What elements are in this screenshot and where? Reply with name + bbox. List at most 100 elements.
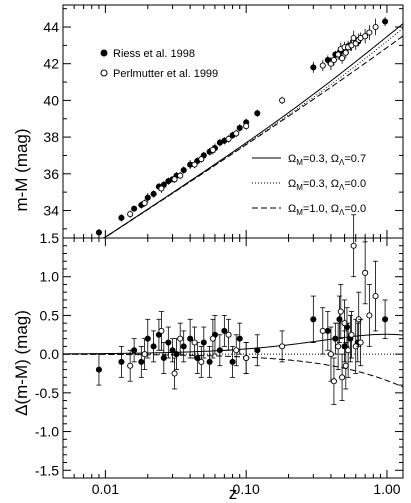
- legend-model-dotted: ΩM=0.3, ΩΛ=0.0: [288, 178, 366, 192]
- perlmutter-residual-point: [357, 339, 364, 346]
- riess-point: [95, 229, 102, 236]
- riess-residual-point: [324, 327, 331, 334]
- top-panel-plot: 34 36 38 40 42 44: [43, 4, 404, 478]
- bottom-y-tick-label: 0.5: [40, 307, 60, 323]
- riess-residual-point: [169, 347, 176, 354]
- riess-point: [382, 18, 389, 25]
- perlmutter-point: [158, 185, 165, 192]
- riess-point: [254, 110, 261, 117]
- bottom-y-tick-label: -1.0: [35, 424, 59, 440]
- perlmutter-point: [366, 29, 373, 36]
- top-y-axis-label: m-M (mag): [12, 128, 31, 211]
- riess-point: [310, 64, 317, 71]
- legend-label-perlmutter: Perlmutter et al. 1999: [113, 68, 218, 80]
- riess-point: [180, 167, 187, 174]
- riess-residual-point: [138, 358, 145, 365]
- riess-point: [118, 214, 125, 221]
- perlmutter-residual-point: [350, 242, 357, 249]
- perlmutter-residual-point: [158, 327, 165, 334]
- riess-residual-point: [216, 347, 223, 354]
- perlmutter-point: [233, 130, 240, 137]
- top-y-tick-label: 44: [43, 19, 59, 35]
- riess-residual-point: [165, 339, 172, 346]
- x-tick-label: 1.00: [373, 481, 400, 497]
- legend-model-solid: ΩM=0.3, ΩΛ=0.7: [288, 153, 366, 167]
- perlmutter-point: [342, 49, 349, 56]
- bottom-y-tick-label: 0.0: [40, 346, 60, 362]
- riess-residual-point: [229, 358, 236, 365]
- legend-marker-filled: [100, 49, 108, 57]
- perlmutter-point: [177, 172, 184, 179]
- legend-label-riess: Riess et al. 1998: [113, 48, 195, 60]
- perlmutter-residual-point: [191, 339, 198, 346]
- perlmutter-point: [319, 62, 326, 69]
- legend-marker-open: [100, 69, 108, 77]
- top-y-tick-label: 40: [43, 92, 59, 108]
- riess-point: [236, 124, 243, 131]
- perlmutter-point: [362, 33, 369, 40]
- x-tick-label: 0.10: [233, 481, 260, 497]
- perlmutter-residual-point: [366, 312, 373, 319]
- perlmutter-residual-point: [225, 331, 232, 338]
- perlmutter-residual-point: [337, 308, 344, 315]
- model-curve-dotted: [63, 27, 404, 239]
- bottom-y-tick-label: 1.0: [40, 269, 60, 285]
- perlmutter-point: [171, 176, 178, 183]
- perlmutter-residual-point: [233, 347, 240, 354]
- model-legend: ΩM=0.3, ΩΛ=0.7 ΩM=0.3, ΩΛ=0.0 ΩM=1.0, ΩΛ…: [252, 153, 366, 217]
- perlmutter-point: [330, 56, 337, 64]
- riess-residual-point: [180, 343, 187, 350]
- top-y-tick-label: 38: [43, 129, 59, 145]
- perlmutter-residual-point: [335, 343, 342, 350]
- perlmutter-point: [372, 23, 379, 31]
- perlmutter-residual-point: [342, 362, 349, 369]
- perlmutter-residual-point: [243, 354, 250, 362]
- riess-point: [150, 190, 157, 198]
- riess-residual-point: [236, 335, 243, 342]
- riess-residual-point: [95, 366, 102, 373]
- x-axis-label: z: [229, 484, 238, 503]
- riess-point: [144, 194, 151, 201]
- perlmutter-residual-point: [198, 358, 205, 365]
- riess-point: [131, 205, 138, 212]
- data-legend: Riess et al. 1998 Perlmutter et al. 1999: [100, 48, 218, 80]
- bottom-y-axis-label: Δ(m-M) (mag): [12, 310, 31, 416]
- riess-residual-point: [332, 335, 339, 342]
- bottom-y-tick-label: -1.5: [35, 462, 59, 478]
- perlmutter-residual-point: [330, 378, 337, 385]
- riess-residual-point: [118, 358, 125, 365]
- perlmutter-point: [127, 211, 134, 218]
- perlmutter-residual-point: [327, 351, 334, 358]
- riess-residual-point: [150, 343, 157, 350]
- perlmutter-point: [209, 146, 216, 153]
- bottom-y-tick-label: 1.5: [40, 230, 60, 246]
- perlmutter-point: [191, 161, 198, 168]
- perlmutter-point: [198, 156, 205, 163]
- residual-curve-solid: [62, 333, 404, 355]
- perlmutter-residual-point: [339, 374, 346, 381]
- perlmutter-residual-point: [345, 347, 352, 354]
- riess-residual-point: [221, 327, 228, 334]
- perlmutter-residual-point: [141, 351, 148, 358]
- top-y-tick-label: 36: [43, 166, 59, 182]
- perlmutter-point: [225, 135, 232, 142]
- perlmutter-point: [279, 97, 286, 104]
- riess-residual-point: [200, 339, 207, 346]
- bottom-plot-frame: [62, 237, 404, 479]
- perlmutter-residual-point: [348, 331, 355, 338]
- perlmutter-residual-point: [171, 370, 178, 377]
- top-y-tick-label: 34: [43, 202, 59, 218]
- riess-residual-point: [187, 335, 194, 342]
- riess-residual-point: [382, 316, 389, 323]
- riess-residual-point: [160, 354, 167, 362]
- riess-residual-point: [206, 358, 213, 365]
- perlmutter-residual-point: [177, 335, 184, 342]
- legend-model-dashed: ΩM=1.0, ΩΛ=0.0: [288, 203, 366, 217]
- riess-residual-point: [336, 316, 343, 323]
- bottom-y-tick-label: -0.5: [35, 385, 59, 401]
- perlmutter-residual-point: [319, 327, 326, 334]
- perlmutter-point: [141, 200, 148, 207]
- perlmutter-residual-point: [372, 293, 379, 300]
- bottom-panel-plot: 0.01 0.10 1.00 -1.5 -1.0 -0.5 0.0 0.5 1.0 1.5: [35, 214, 404, 497]
